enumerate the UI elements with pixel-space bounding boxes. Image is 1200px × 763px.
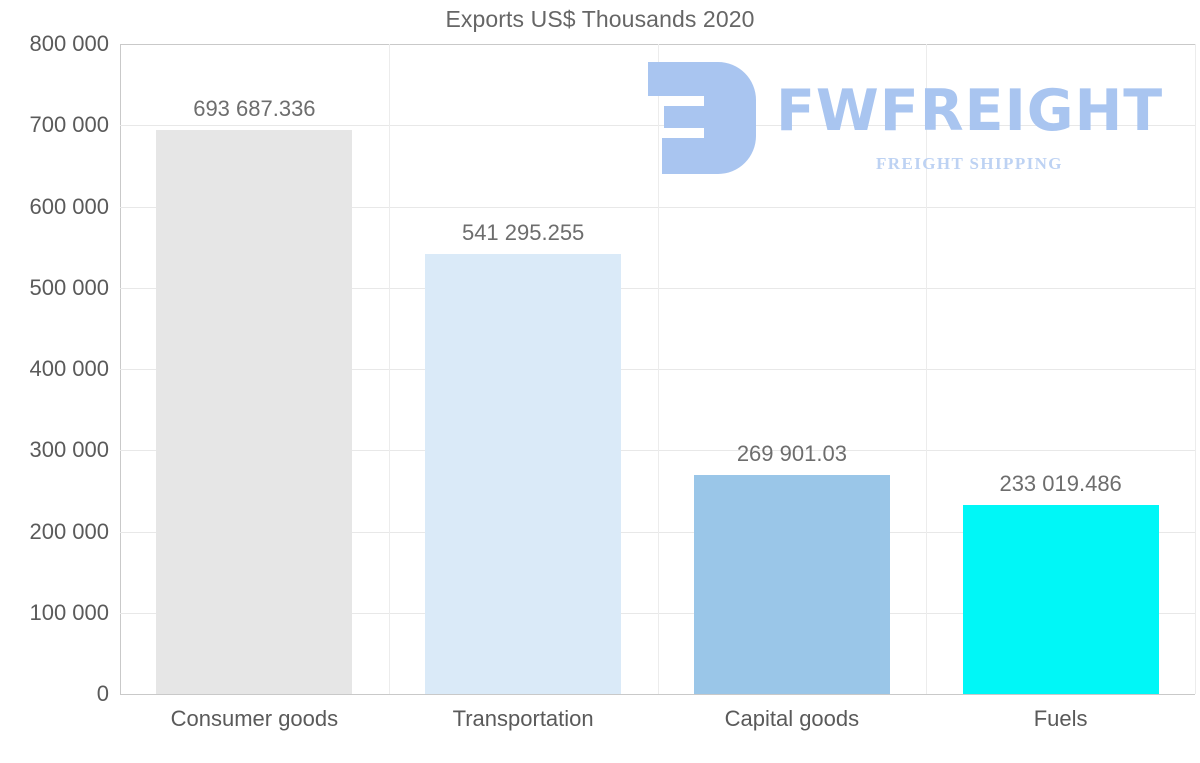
bar[interactable] (693, 474, 890, 694)
y-axis-tick-label: 500 000 (29, 274, 109, 300)
plot-area: 693 687.336 541 295.255 269 901.03 233 019.… (120, 44, 1196, 695)
gridline-vertical (657, 44, 659, 694)
gridline-horizontal (120, 694, 1195, 695)
x-axis-category-label: Capital goods (724, 706, 860, 731)
bar[interactable] (425, 254, 622, 694)
x-axis-category-label: Fuels (1033, 706, 1088, 731)
bar-value-label: 269 901.03 (736, 440, 847, 466)
y-axis-tick-label: 200 000 (29, 518, 109, 544)
bar[interactable] (156, 130, 353, 694)
bar-value-label: 233 019.486 (999, 470, 1122, 496)
y-axis-tick-label: 700 000 (29, 112, 109, 138)
bar-value-label: 693 687.336 (193, 96, 316, 122)
y-axis-tick-label: 800 000 (29, 31, 109, 56)
bar[interactable] (962, 504, 1159, 694)
y-axis-tick-label: 600 000 (29, 193, 109, 219)
y-axis-tick-label: 100 000 (29, 599, 109, 625)
chart-title: Exports US$ Thousands 2020 (445, 6, 755, 32)
y-axis-tick-label: 400 000 (29, 356, 109, 381)
x-axis-category-label: Consumer goods (170, 706, 339, 731)
gridline-vertical (1195, 44, 1196, 694)
bar-value-label: 541 295.255 (461, 220, 585, 246)
y-axis-tick-label: 300 000 (29, 437, 109, 463)
gridline-vertical (926, 44, 928, 694)
x-axis-category-label: Transportation (452, 706, 594, 731)
y-axis-tick-label: 0 (96, 681, 109, 706)
gridline-vertical (388, 44, 390, 694)
